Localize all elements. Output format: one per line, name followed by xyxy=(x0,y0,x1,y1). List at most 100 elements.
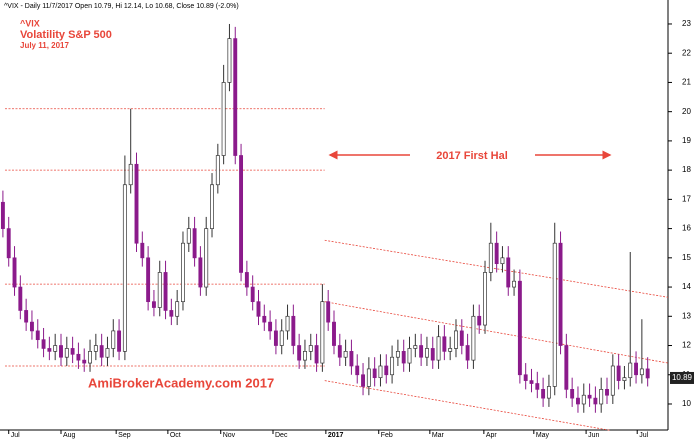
candle-body xyxy=(628,362,633,379)
candle-body xyxy=(256,301,261,317)
x-tick-label: Dec xyxy=(275,432,288,439)
y-tick-label: 19 xyxy=(682,136,691,145)
candle-body xyxy=(215,155,220,186)
x-tick-label: May xyxy=(536,432,550,439)
candle-body xyxy=(517,280,522,376)
candle-body xyxy=(326,301,331,323)
candle-body xyxy=(18,286,23,311)
candle-body xyxy=(442,336,447,352)
candle-body xyxy=(401,351,406,364)
candle-body xyxy=(146,257,151,303)
last-price-label: 10.89 xyxy=(672,373,693,382)
candle-body xyxy=(297,345,302,361)
candle-body xyxy=(390,356,395,376)
candle-body xyxy=(273,330,278,346)
candle-body xyxy=(53,345,58,352)
candle-body xyxy=(430,348,435,361)
candle-body xyxy=(634,362,639,376)
candle-body xyxy=(181,242,185,303)
candle-body xyxy=(506,257,511,288)
y-tick-label: 16 xyxy=(682,224,691,233)
candle-body xyxy=(64,348,69,358)
y-tick-label: 13 xyxy=(682,311,691,320)
chart-title: Volatility S&P 500 xyxy=(20,29,112,41)
candle-body xyxy=(332,321,336,346)
candle-body xyxy=(454,330,458,349)
candle-body xyxy=(122,184,127,352)
candle-body xyxy=(616,365,621,381)
candle-body xyxy=(24,310,29,323)
candle-body xyxy=(169,310,174,317)
candle-body xyxy=(204,228,209,288)
x-tick-label: Jul xyxy=(11,432,20,439)
candle-body xyxy=(645,368,650,379)
candle-body xyxy=(576,397,580,405)
candle-body xyxy=(314,345,319,364)
candle-body xyxy=(76,353,81,361)
candle-body xyxy=(262,315,267,323)
candle-body xyxy=(605,389,609,396)
candle-body xyxy=(419,345,424,358)
candle-body xyxy=(343,351,348,358)
candle-body xyxy=(47,348,52,352)
candle-body xyxy=(221,82,226,156)
candle-body xyxy=(424,348,429,358)
candle-body xyxy=(436,336,441,361)
candle-body xyxy=(512,280,517,288)
candle-body xyxy=(35,330,40,341)
candle-body xyxy=(355,365,360,376)
y-tick-label: 15 xyxy=(682,253,691,262)
x-tick-label: Nov xyxy=(223,432,236,439)
candle-body xyxy=(593,397,598,405)
trend-line xyxy=(324,301,669,364)
candle-body xyxy=(93,345,98,352)
candle-body xyxy=(378,365,383,379)
candle-body xyxy=(157,272,162,308)
candle-body xyxy=(384,365,389,376)
candle-body xyxy=(407,348,412,364)
candle-body xyxy=(239,155,244,273)
symbol: ^VIX xyxy=(20,18,40,28)
candle-body xyxy=(541,389,546,399)
candle-body xyxy=(395,351,400,358)
candle-body xyxy=(465,345,470,361)
annotation: 2017 First Hal xyxy=(436,150,508,162)
y-tick-label: 17 xyxy=(682,194,691,203)
candle-body xyxy=(99,345,104,358)
candle-body xyxy=(151,301,156,308)
candle-body xyxy=(587,394,592,399)
header: ^VIX - Daily 11/7/2017 Open 10.79, Hi 12… xyxy=(4,3,239,10)
trend-line xyxy=(324,380,610,431)
candle-body xyxy=(6,228,11,259)
x-tick-label: Feb xyxy=(381,432,393,439)
candle-body xyxy=(59,345,63,358)
candle-body xyxy=(128,163,133,186)
candle-body xyxy=(244,272,249,288)
x-tick-label: Sep xyxy=(118,432,131,439)
x-tick-label: Jun xyxy=(588,432,599,439)
candle-body xyxy=(471,315,476,361)
candle-body xyxy=(488,242,493,273)
candle-body xyxy=(372,368,377,379)
candle-body xyxy=(250,286,255,303)
candle-body xyxy=(483,272,487,326)
candle-body xyxy=(564,345,569,390)
candle-body xyxy=(268,321,273,332)
candle-body xyxy=(529,380,534,384)
candle-body xyxy=(192,228,197,259)
candle-body xyxy=(70,348,75,355)
candle-body xyxy=(599,389,604,405)
candle-body xyxy=(558,242,563,346)
candle-body xyxy=(279,330,284,346)
candle-body xyxy=(308,345,313,352)
candle-body xyxy=(134,163,139,244)
candle-body xyxy=(337,345,342,358)
x-tick-label: Oct xyxy=(170,432,181,439)
date: July 11, 2017 xyxy=(20,41,69,50)
candle-body xyxy=(175,301,180,317)
candle-body xyxy=(361,374,365,387)
candle-body xyxy=(413,345,418,349)
trend-line xyxy=(324,239,669,298)
y-tick-label: 23 xyxy=(682,19,691,28)
x-tick-label: Jul xyxy=(639,432,648,439)
